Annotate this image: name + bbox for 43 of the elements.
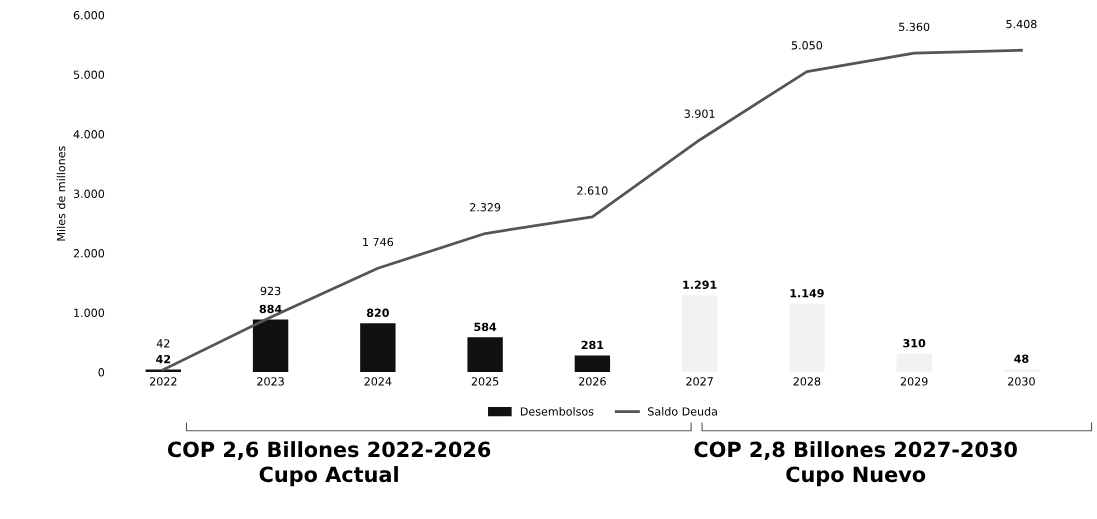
data-label: 5.360 xyxy=(899,22,930,32)
y-axis-title: Miles de millones xyxy=(56,146,66,241)
data-label: 5.408 xyxy=(1006,19,1037,29)
data-label: 281 xyxy=(581,340,604,350)
bar xyxy=(360,323,396,373)
data-label: 1 746 xyxy=(363,237,394,247)
legend-label: Saldo Deuda xyxy=(648,407,717,416)
data-label: 42 xyxy=(156,339,170,348)
legend-label: Desembolsos xyxy=(520,407,594,416)
x-tick-label: 2029 xyxy=(900,377,928,386)
bar xyxy=(467,337,503,373)
data-label: 2.329 xyxy=(470,203,501,212)
data-label: 48 xyxy=(1014,354,1029,363)
data-label: 1.291 xyxy=(683,280,717,289)
x-tick-label: 2022 xyxy=(150,377,177,386)
text: COP 2,8 Billones 2027-2030 Cupo Nuevo xyxy=(694,441,1017,487)
y-tick-label: 1.000 xyxy=(74,308,105,317)
data-label: 5.050 xyxy=(791,41,823,50)
x-tick-label: 2030 xyxy=(1008,377,1035,386)
x-tick-label: 2025 xyxy=(471,377,499,386)
y-tick-label: 3.000 xyxy=(73,189,105,198)
data-label: 923 xyxy=(260,286,281,296)
y-tick-label: 0 xyxy=(98,368,105,377)
x-tick-label: 2027 xyxy=(686,377,713,386)
y-tick-label: 2.000 xyxy=(73,249,105,258)
data-label: 42 xyxy=(156,354,171,364)
y-tick-label: 4.000 xyxy=(73,130,105,139)
x-tick-label: 2026 xyxy=(579,377,606,386)
data-label: 584 xyxy=(474,322,497,332)
y-tick-label: 5.000 xyxy=(73,70,105,79)
data-label: 1.149 xyxy=(790,289,824,298)
data-label: 3.901 xyxy=(684,109,715,118)
data-label: 884 xyxy=(259,304,282,314)
y-tick-label: 6.000 xyxy=(73,11,105,20)
text: COP 2,6 Billones 2022-2026 Cupo Actual xyxy=(167,441,491,487)
data-label: 820 xyxy=(366,308,389,317)
bar xyxy=(574,355,611,373)
data-label: 2.610 xyxy=(577,186,608,195)
data-label: 310 xyxy=(903,338,926,348)
x-tick-label: 2028 xyxy=(793,377,821,386)
x-tick-label: 2023 xyxy=(257,377,284,386)
bar xyxy=(252,319,289,373)
x-tick-label: 2024 xyxy=(364,377,392,386)
